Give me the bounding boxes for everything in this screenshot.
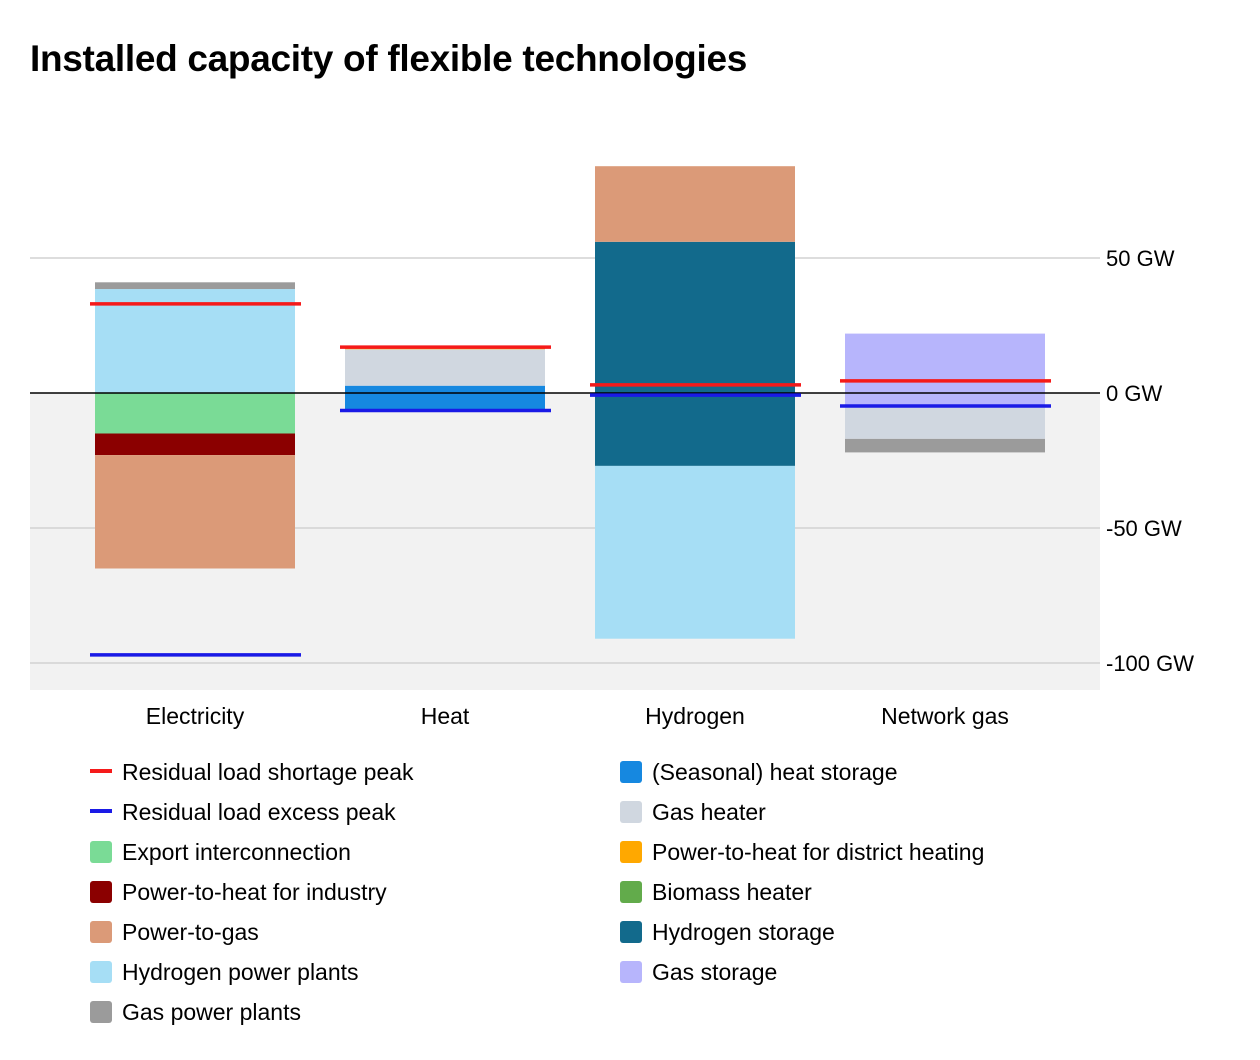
- bar-electricity-hydrogen-power-plants-0: [95, 289, 295, 393]
- bar-network-gas-gas-heater-2: [845, 406, 1045, 439]
- bar-electricity-power-to-gas-4: [95, 455, 295, 569]
- bar-heat-gas-heater-1: [345, 349, 545, 386]
- bar-network-gas-gas-power-plants-3: [845, 438, 1045, 453]
- bar-electricity-export-interconnection-2: [95, 393, 295, 434]
- legend-color-swatch: [90, 841, 112, 863]
- x-tick-label-electricity: Electricity: [146, 703, 245, 729]
- y-tick-label-50-gw: -50 GW: [1106, 516, 1182, 541]
- legend-label: Gas heater: [652, 799, 766, 825]
- legend-label: (Seasonal) heat storage: [652, 759, 898, 785]
- legend-label: Biomass heater: [652, 879, 812, 905]
- legend-color-swatch: [90, 961, 112, 983]
- legend-label: Power-to-gas: [122, 919, 259, 945]
- y-tick-label-100-gw: -100 GW: [1106, 651, 1194, 676]
- y-tick-label-50-gw: 50 GW: [1106, 246, 1175, 271]
- legend-label: Power-to-heat for district heating: [652, 839, 985, 865]
- bar-hydrogen-hydrogen-power-plants-3: [595, 465, 795, 639]
- x-tick-label-hydrogen: Hydrogen: [645, 703, 745, 729]
- legend-label: Power-to-heat for industry: [122, 879, 387, 905]
- bar-hydrogen-hydrogen-storage-0: [595, 241, 795, 393]
- legend-color-swatch: [620, 761, 642, 783]
- legend-label: Residual load shortage peak: [122, 759, 414, 785]
- legend-label: Hydrogen storage: [652, 919, 835, 945]
- x-tick-label-network-gas: Network gas: [881, 703, 1009, 729]
- bar-heat-seasonal-heat-storage-0: [345, 385, 545, 393]
- chart-plot: 50 GW 0 GW -50 GW -100 GW Electricity Heat Hyd…: [30, 166, 1194, 729]
- legend-color-swatch: [90, 881, 112, 903]
- legend-color-swatch: [620, 961, 642, 983]
- legend-color-swatch: [90, 1001, 112, 1023]
- bar-electricity-gas-power-plants-1: [95, 282, 295, 290]
- chart-title: Installed capacity of flexible technolog…: [30, 38, 748, 79]
- legend-color-swatch: [620, 881, 642, 903]
- legend-color-swatch: [620, 921, 642, 943]
- legend-line-marker: [90, 809, 112, 813]
- legend-label: Residual load excess peak: [122, 799, 396, 825]
- legend-color-swatch: [620, 801, 642, 823]
- bar-hydrogen-power-to-gas-1: [595, 166, 795, 242]
- bar-hydrogen-hydrogen-storage-2: [595, 393, 795, 466]
- legend-color-swatch: [90, 921, 112, 943]
- legend-color-swatch: [620, 841, 642, 863]
- bar-network-gas-gas-storage-1: [845, 393, 1045, 407]
- bar-heat-seasonal-heat-storage-3: [345, 393, 545, 410]
- legend-label: Gas storage: [652, 959, 778, 985]
- bar-electricity-power-to-heat-for-industry-3: [95, 433, 295, 456]
- y-tick-label-0-gw: 0 GW: [1106, 381, 1162, 406]
- legend-label: Export interconnection: [122, 839, 351, 865]
- legend-label: Gas power plants: [122, 999, 301, 1025]
- legend-line-marker: [90, 769, 112, 773]
- bar-network-gas-gas-storage-0: [845, 333, 1045, 393]
- x-tick-label-heat: Heat: [421, 703, 470, 729]
- legend-label: Hydrogen power plants: [122, 959, 359, 985]
